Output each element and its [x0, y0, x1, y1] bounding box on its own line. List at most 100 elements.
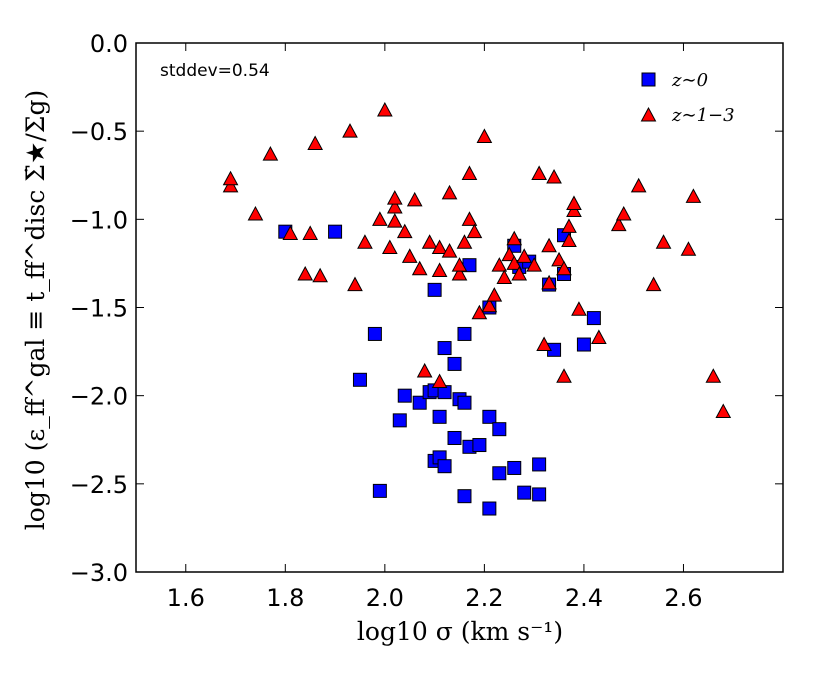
legend: z∼0 z∼1−3: [640, 70, 735, 126]
z0-point-22: [457, 489, 472, 504]
axis-ticks: [136, 42, 783, 573]
y-axis-label: log10 (ε_ff^gal ≡ t_ff^disc Σ̇★/Σg): [21, 90, 50, 530]
z1-3-point-1: [222, 170, 239, 186]
z0-point-29: [492, 422, 507, 437]
z1-3-point-50: [541, 274, 557, 290]
z1-3-point-25: [431, 373, 448, 389]
z0-point-3: [367, 326, 382, 341]
y-tick-labels: 0.0 −0.5 −1.0 −1.5 −2.0 −2.5 −3.0: [70, 30, 128, 587]
y-tick-label-4: −2.0: [70, 383, 128, 411]
x-tick-label-0: 1.6: [167, 584, 205, 612]
z1-3-point-53: [556, 260, 572, 276]
z0-point-17: [447, 430, 462, 445]
legend-marker-z1-3: [640, 106, 657, 122]
z1-3-point-36: [476, 128, 493, 143]
z0-point-9: [427, 282, 442, 297]
z0-point-32: [507, 460, 522, 475]
z1-3-point-58: [566, 195, 582, 210]
z0-point-7: [412, 395, 427, 410]
z1-3-point-46: [526, 257, 542, 272]
z1-3-point-59: [571, 301, 587, 316]
z1-3-point-2: [247, 205, 264, 221]
z1-3-point-67: [685, 188, 702, 203]
z1-3-point-3: [262, 146, 279, 161]
z0-point-27: [482, 501, 497, 516]
y-tick-label-0: 0.0: [90, 30, 128, 58]
z1-3-point-8: [312, 267, 328, 283]
z1-3-point-6: [302, 225, 319, 240]
x-tick-labels: 1.6 1.8 2.0 2.2 2.4 2.6: [167, 584, 703, 612]
y-tick-label-1: −0.5: [70, 118, 128, 146]
z1-3-point-43: [506, 255, 523, 270]
z1-3-point-0: [222, 177, 239, 193]
z1-3-point-62: [615, 205, 632, 221]
z0-point-42: [576, 337, 591, 352]
z0-point-6: [397, 388, 412, 403]
z1-3-point-12: [372, 211, 388, 226]
z1-3-point-69: [715, 403, 732, 419]
z0-point-36: [532, 457, 547, 472]
z1-3-point-51: [546, 168, 562, 184]
y-tick-label-2: −1.0: [70, 206, 128, 234]
z1-3-point-41: [501, 246, 518, 262]
z1-3-point-52: [551, 251, 567, 267]
z1-3-point-22: [416, 362, 433, 378]
z1-3-point-64: [645, 276, 662, 292]
z0-point-43: [586, 311, 601, 326]
y-tick-label-3: −1.5: [70, 295, 128, 323]
x-axis-label: log10 σ (km s⁻¹): [357, 617, 563, 646]
z1-3-point-20: [406, 191, 423, 207]
z1-3-point-7: [307, 135, 324, 151]
x-tick-label-2: 2.0: [366, 584, 404, 612]
z1-3-point-47: [531, 165, 547, 180]
z0-point-26: [482, 409, 497, 424]
z1-3-point-19: [401, 248, 418, 263]
z1-3-point-68: [705, 368, 722, 383]
y-tick-label-5: −2.5: [70, 471, 128, 499]
z0-point-16: [437, 341, 452, 356]
legend-label-z0: z∼0: [671, 70, 708, 91]
legend-marker-z0: [641, 72, 656, 87]
z1-3-point-16: [386, 190, 403, 205]
z1-3-point-60: [591, 329, 607, 344]
z1-3-point-23: [421, 234, 438, 249]
z1-3-point-35: [471, 304, 488, 320]
z1-3-point-11: [357, 234, 373, 249]
plot-frame: [135, 42, 784, 573]
z1-3-point-14: [381, 239, 398, 255]
z1-3-point-33: [461, 211, 478, 226]
x-tick-label-4: 2.4: [565, 584, 603, 612]
z1-3-point-57: [566, 202, 582, 218]
z1-3-point-48: [536, 336, 552, 352]
z1-3-point-18: [396, 223, 413, 239]
legend-label-z1-3: z∼1−3: [671, 105, 735, 126]
data-points: [222, 101, 732, 516]
z0-point-15: [437, 459, 452, 474]
z1-3-point-5: [297, 265, 314, 281]
z1-3-point-40: [496, 269, 513, 285]
z1-3-point-45: [516, 248, 533, 263]
z1-3-point-54: [556, 368, 572, 383]
x-tick-label-1: 1.8: [266, 584, 304, 612]
z1-3-point-26: [431, 239, 448, 255]
z1-3-point-56: [561, 232, 577, 247]
x-tick-label-5: 2.6: [664, 584, 702, 612]
z0-point-1: [328, 224, 343, 239]
z0-point-25: [472, 438, 487, 453]
stddev-annotation: stddev=0.54: [160, 61, 270, 81]
z1-3-point-31: [456, 234, 473, 249]
z1-3-point-30: [451, 257, 468, 272]
z1-3-point-44: [511, 265, 528, 281]
z1-3-point-4: [282, 225, 299, 240]
z1-3-point-65: [655, 234, 672, 249]
z1-3-point-27: [441, 243, 458, 258]
x-tick-label-3: 2.2: [465, 584, 503, 612]
z1-3-point-32: [461, 165, 478, 180]
z0-point-2: [352, 372, 367, 387]
z1-3-point-10: [347, 276, 363, 292]
z1-3-point-66: [680, 241, 697, 256]
z1-3-point-61: [610, 216, 627, 232]
z1-3-point-38: [486, 287, 503, 302]
z0-point-5: [392, 413, 407, 428]
